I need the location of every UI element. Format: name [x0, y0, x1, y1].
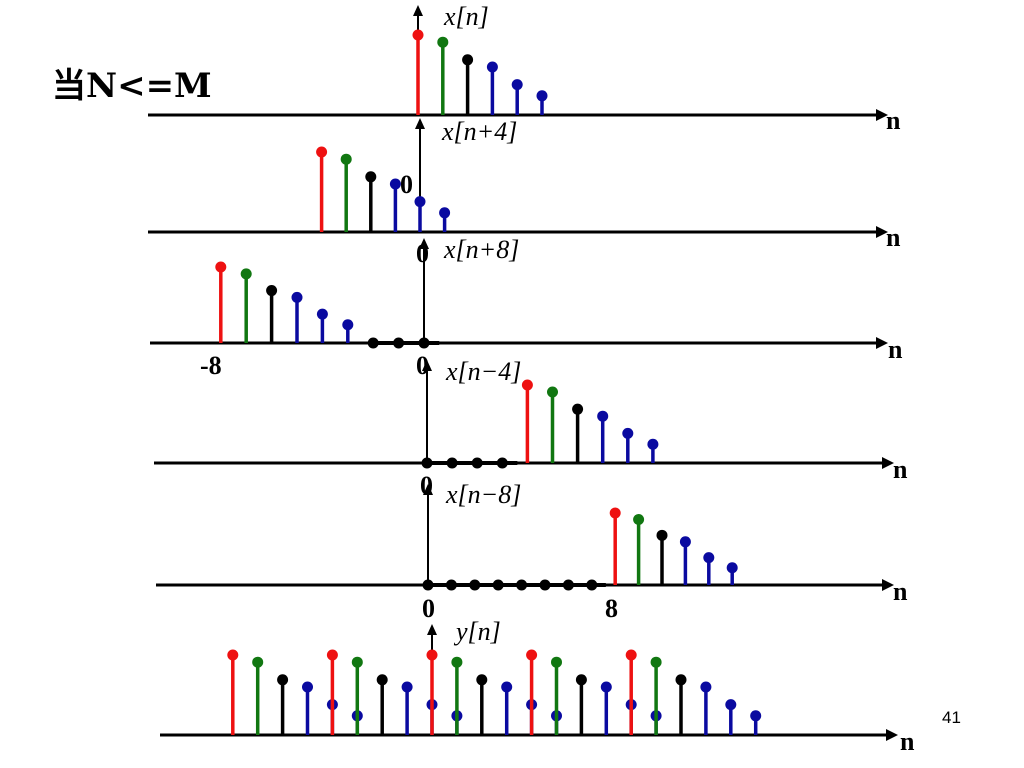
panel-y-n-stem-head — [650, 656, 662, 668]
panel-x-n-minus-4-tick-label: 0 — [420, 471, 433, 500]
panel-x-n-plus-4-stem-head — [389, 178, 401, 190]
panel-x-n-plus-4-stem-head — [340, 153, 352, 165]
panel-y-n-stem-head — [426, 649, 438, 661]
panel-x-n-minus-4-axis-label: n — [893, 455, 908, 484]
panel-x-n-minus-8-axis-label: n — [893, 577, 908, 606]
panel-x-n-minus-4-amplitude-axis-arrow — [422, 360, 432, 371]
panel-x-n-minus-8-amplitude-axis-arrow — [423, 484, 433, 495]
panel-y-n-axis-label: n — [900, 727, 915, 756]
panel-x-n-plus-8-axis-label: n — [888, 335, 903, 364]
panel-x-n-plus-8-stem-head — [342, 319, 354, 331]
panel-x-n-n-axis-arrow — [876, 109, 888, 121]
panel-x-n-plus-8-stem-head — [215, 261, 227, 273]
panel-y-n-stem-head — [252, 656, 264, 668]
panel-x-n-minus-4-stem-head — [521, 379, 533, 391]
panel-y-n-amplitude-axis-arrow — [427, 624, 437, 635]
panel-x-n-minus-8-stem-head — [633, 513, 645, 525]
panel-x-n-amplitude-axis-arrow — [413, 5, 423, 16]
panel-x-n-plus-4-stem-head — [414, 196, 426, 208]
panel-x-n-plus-8-stem-head — [266, 285, 278, 297]
panel-y-n-n-axis-arrow — [886, 729, 898, 741]
panel-y-n-stem-head — [501, 681, 513, 693]
panel-y-n-stem-head — [476, 674, 488, 686]
panel-x-n-plus-4-amplitude-axis-arrow — [415, 118, 425, 129]
panel-x-n-plus-4-signal-label: x[n+4] — [441, 117, 517, 146]
panel-y-n-stem-head — [675, 674, 687, 686]
panel-x-n-minus-4-stem-head — [647, 438, 659, 450]
panel-x-n-plus-4-stem-head — [316, 146, 328, 158]
panel-x-n-plus-4-axis-label: n — [886, 223, 901, 252]
panel-x-n-plus-4-stem-head — [365, 171, 377, 183]
panel-x-n-minus-8-stem-head — [679, 536, 691, 548]
panel-y-n-stem-head — [700, 681, 712, 693]
panel-x-n-plus-8-stem-head — [240, 268, 252, 280]
panel-x-n-plus-8-tick-label: 0 — [416, 351, 429, 380]
panel-y-n-stem-head — [302, 681, 313, 693]
panel-y-n-stem-head — [227, 649, 239, 661]
panel-y-n-stem-head — [277, 674, 289, 686]
panel-x-n-minus-8-stem-head — [609, 507, 621, 519]
panel-x-n-minus-8-signal-label: x[n−8] — [445, 480, 521, 509]
panel-y-n-stem-head — [725, 699, 737, 711]
panel-y-n-stem-head — [750, 710, 762, 722]
panel-x-n-minus-8-tick-label: 0 — [422, 594, 435, 623]
panel-x-n-minus-8-stem-head — [726, 562, 738, 574]
panel-x-n-stem-head — [412, 29, 424, 41]
panel-y-n-stem-head — [326, 649, 338, 661]
panel-x-n-minus-4-stem-head — [622, 427, 634, 439]
panel-x-n-stem-head — [486, 61, 498, 73]
panel-y-n-stem-head — [451, 656, 463, 668]
panel-x-n-minus-8-tick-label: 8 — [605, 594, 618, 623]
panel-x-n-minus-4-signal-label: x[n−4] — [445, 357, 521, 386]
panel-x-n-minus-4-stem-head — [572, 403, 584, 415]
panel-y-n-stem-head — [351, 656, 363, 668]
panel-x-n-plus-8-n-axis-arrow — [876, 337, 888, 349]
panel-x-n-plus-8-stem-head — [316, 308, 328, 320]
panel-y-n-stem-head — [526, 649, 538, 661]
panel-x-n-stem-head — [437, 36, 449, 48]
page-number: 41 — [942, 708, 961, 727]
panel-x-n-minus-4-stem-head — [547, 386, 558, 398]
panel-x-n-plus-8-tick-label: -8 — [200, 351, 222, 380]
panel-y-n-stem-head — [625, 649, 637, 661]
panel-y-n-stem-head — [376, 674, 388, 686]
panel-x-n-minus-4-n-axis-arrow — [882, 457, 894, 469]
panel-y-n-signal-label: y[n] — [453, 617, 501, 646]
panel-x-n-plus-8-stem-head — [291, 291, 303, 303]
panel-x-n-minus-8-n-axis-arrow — [882, 579, 894, 591]
panel-y-n-stem-head — [401, 681, 413, 693]
panel-y-n-stem-head — [575, 674, 587, 686]
panel-x-n-plus-8-amplitude-axis-arrow — [419, 238, 429, 249]
panel-y-n-stem-head — [600, 681, 612, 693]
panel-y-n-stem-head — [551, 656, 562, 668]
panel-x-n-minus-8-stem-head — [656, 529, 668, 541]
panel-x-n-plus-4-stem-head — [439, 207, 451, 219]
panel-x-n-minus-8-stem-head — [703, 552, 715, 564]
panel-x-n-stem-head — [536, 90, 548, 102]
panel-x-n-minus-4-stem-head — [597, 410, 609, 422]
slide-title: 当N<=M — [52, 66, 212, 106]
panel-x-n-stem-head — [462, 54, 474, 66]
panel-x-n-plus-8-signal-label: x[n+8] — [443, 235, 519, 264]
panel-x-n-signal-label: x[n] — [443, 2, 489, 31]
panel-x-n-plus-4-tick-label: 0 — [400, 170, 413, 199]
panel-x-n-plus-4-n-axis-arrow — [876, 226, 888, 238]
panel-x-n-stem-head — [511, 79, 523, 91]
panel-x-n-plus-8-tick-label: 0 — [416, 239, 429, 268]
panel-x-n-axis-label: n — [886, 106, 901, 135]
